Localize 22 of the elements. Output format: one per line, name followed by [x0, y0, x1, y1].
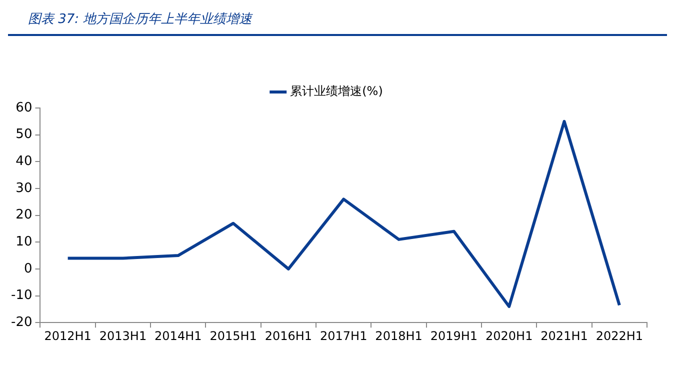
y-tick-label: -10: [11, 288, 32, 304]
x-tick-label: 2016H1: [264, 328, 312, 343]
y-tick-label: -20: [11, 314, 32, 330]
x-tick-label: 2017H1: [320, 328, 368, 343]
y-tick-label: 30: [16, 180, 32, 196]
x-tick-label: 2022H1: [596, 328, 644, 343]
x-tick-label: 2013H1: [99, 328, 147, 343]
y-tick-label: 10: [16, 234, 32, 250]
x-tick-label: 2019H1: [430, 328, 478, 343]
x-tick-label: 2018H1: [375, 328, 422, 343]
x-tick-label: 2014H1: [154, 328, 202, 343]
legend-label: 累计业绩增速(%): [290, 84, 383, 98]
y-tick-label: 50: [16, 127, 32, 142]
y-tick-label: 0: [24, 261, 32, 276]
x-tick-label: 2012H1: [44, 328, 92, 343]
x-tick-label: 2020H1: [485, 328, 533, 343]
y-tick-label: 60: [16, 100, 32, 116]
x-tick-label: 2021H1: [540, 328, 588, 343]
y-tick-label: 20: [16, 208, 32, 223]
y-tick-label: 40: [16, 154, 32, 170]
x-tick-label: 2015H1: [210, 328, 257, 343]
chart-title: 图表 37: 地方国企历年上半年业绩增速: [8, 8, 667, 36]
